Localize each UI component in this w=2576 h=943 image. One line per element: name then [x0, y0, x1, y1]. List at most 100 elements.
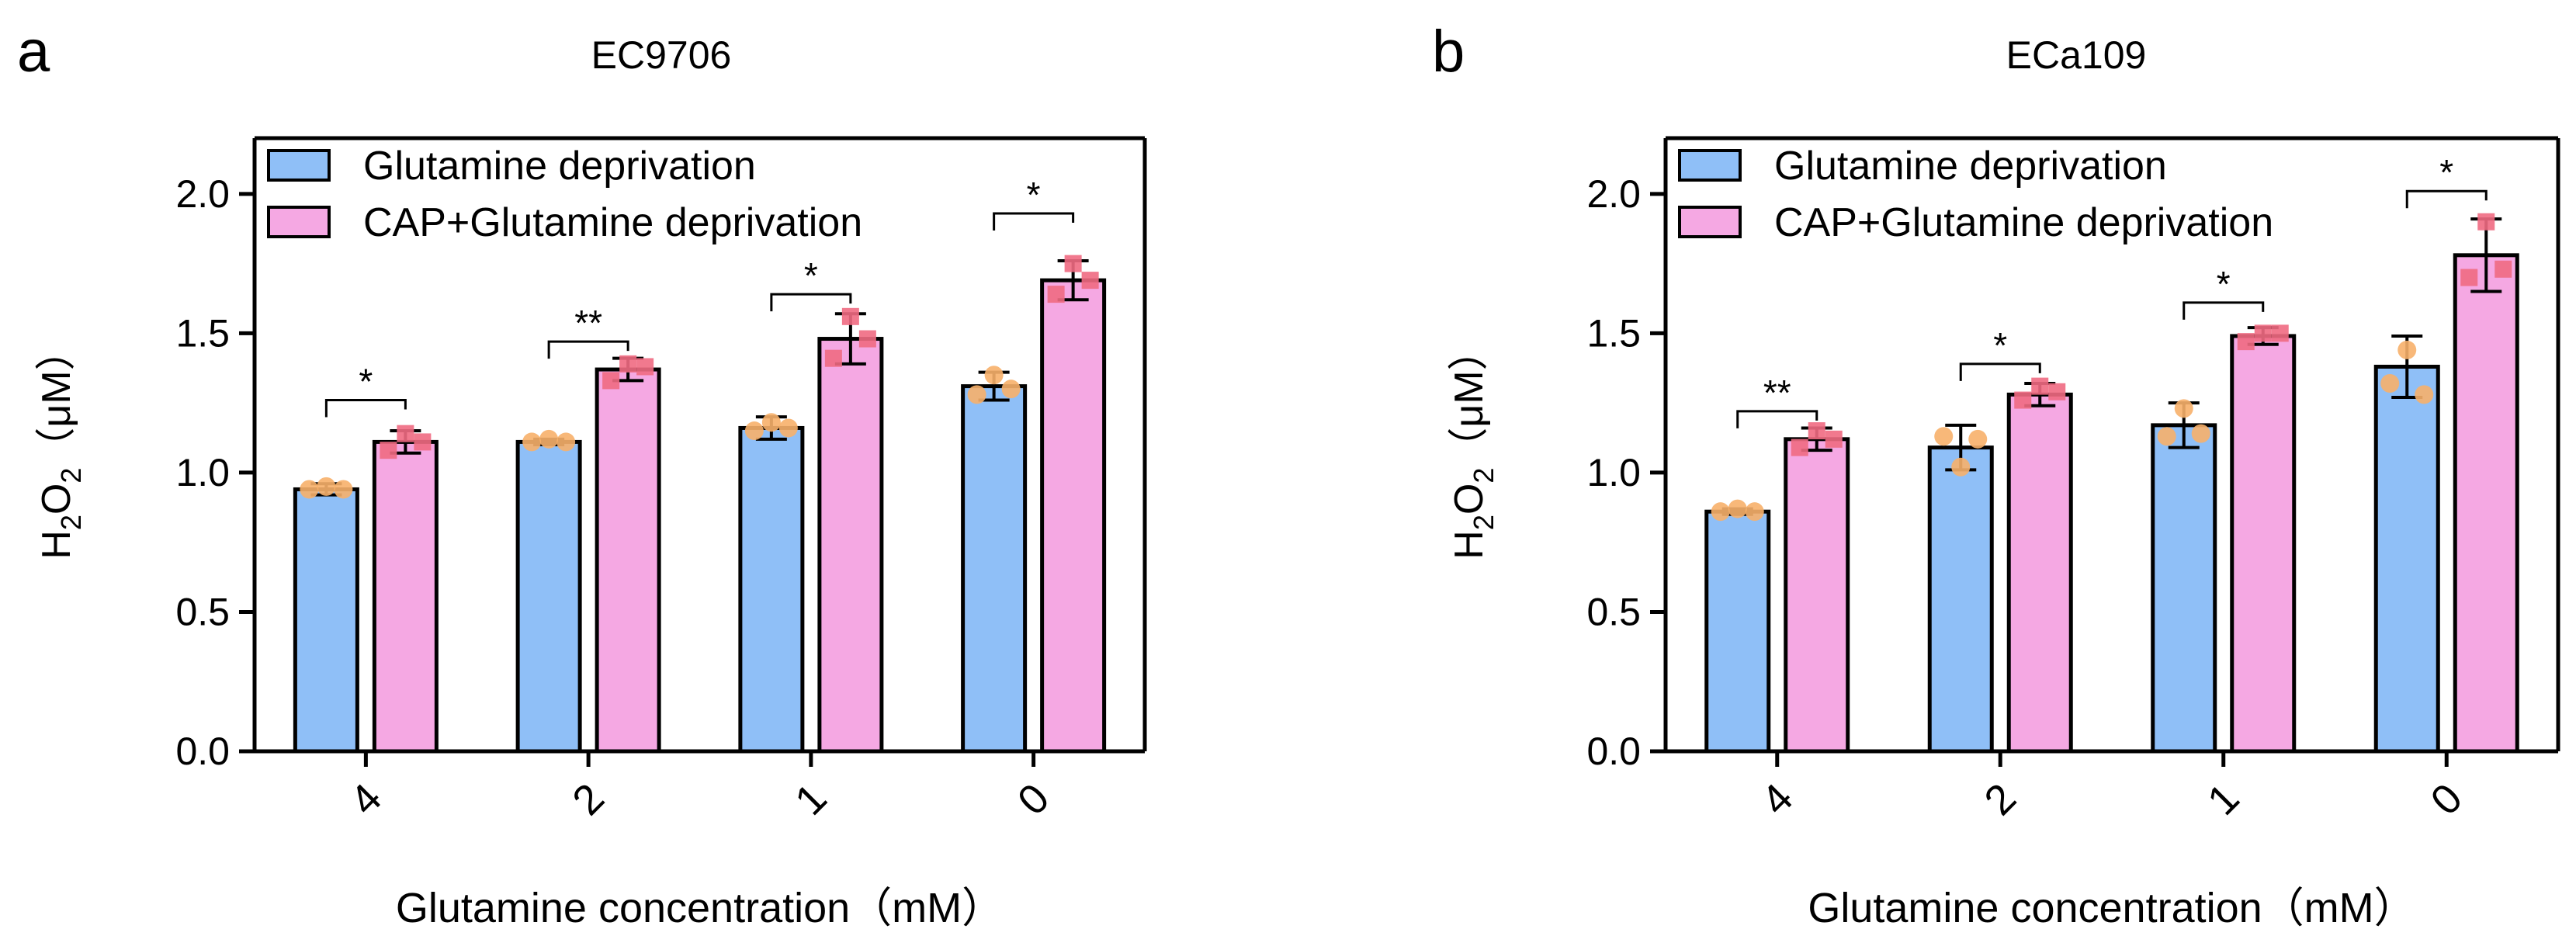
bar-deprivation-1: [2151, 423, 2217, 754]
data-point: [1047, 286, 1065, 303]
bar-cap-2: [2006, 392, 2073, 754]
data-point: [2174, 399, 2193, 418]
data-point: [539, 429, 559, 449]
x-tick-label: 1: [786, 775, 836, 824]
chart-title: ECa109: [2006, 33, 2147, 77]
x-tick-label: 0: [1009, 775, 1059, 824]
data-point: [602, 372, 620, 390]
bar-cap-1: [817, 337, 884, 754]
data-point: [984, 366, 1004, 385]
y-axis-label-part: H: [1447, 530, 1492, 560]
bar-cap-2: [595, 367, 661, 754]
panel-a-chart: a EC9706*****0.00.51.01.52.04 2 1 0Glutamine…: [17, 19, 1147, 931]
data-point: [380, 442, 397, 459]
data-point: [2237, 333, 2255, 351]
data-point: [2191, 424, 2210, 443]
data-point: [1728, 499, 1747, 518]
data-point: [841, 307, 859, 325]
legend-swatch: [1678, 206, 1742, 238]
bar-deprivation-4: [1704, 509, 1771, 754]
significance-bracket: [993, 212, 1075, 231]
data-point: [2460, 269, 2478, 286]
significance-label: *: [804, 255, 818, 296]
data-point: [1791, 439, 1808, 456]
y-axis-label-part: O: [1447, 484, 1492, 515]
y-axis-label-part: 2: [55, 515, 87, 530]
x-tick-label: 4: [1753, 775, 1802, 824]
significance-bracket: [1959, 362, 2041, 381]
data-point: [2254, 324, 2272, 342]
y-tick-label: 1.5: [175, 311, 230, 355]
y-axis-label: H2O2（μM）: [1447, 330, 1499, 559]
x-axis-label: Glutamine concentration（mM）: [396, 885, 1004, 931]
bar-cap-4: [372, 439, 439, 754]
x-tick-label: 2: [563, 775, 613, 824]
data-point: [1951, 457, 1971, 477]
data-point: [967, 385, 986, 404]
y-tick-label: 2.0: [175, 172, 230, 216]
significance-bracket: [547, 340, 629, 359]
data-point: [619, 355, 637, 373]
y-tick-label: 0.5: [1586, 590, 1641, 633]
data-point: [2048, 383, 2066, 400]
data-point: [334, 480, 353, 499]
data-point: [778, 418, 798, 438]
bar-deprivation-1: [738, 425, 805, 754]
data-point: [414, 433, 432, 451]
y-axis-label: H2O2（μM）: [34, 330, 87, 559]
data-point: [636, 358, 654, 376]
x-tick-label: 2: [1975, 775, 2025, 824]
y-axis-label-part: （μM）: [34, 330, 79, 467]
y-tick-label: 0.5: [175, 590, 230, 633]
bar-deprivation-4: [293, 487, 359, 754]
significance-bracket: [2405, 189, 2488, 209]
legend-label: Glutamine deprivation: [1774, 144, 2167, 189]
legend-swatch: [267, 149, 331, 182]
y-tick-label: 1.0: [1586, 451, 1641, 494]
significance-label: **: [1763, 373, 1791, 413]
bar-cap-0: [1040, 278, 1107, 754]
data-point: [2014, 391, 2032, 409]
data-point: [761, 413, 781, 432]
data-point: [2477, 213, 2495, 231]
y-axis-label-part: 2: [1468, 515, 1499, 530]
data-point: [1934, 427, 1954, 446]
data-point: [522, 432, 542, 452]
data-point: [1745, 502, 1764, 522]
data-point: [2031, 377, 2049, 395]
significance-label: **: [574, 303, 602, 343]
panel-label: a: [17, 19, 50, 85]
data-point: [2380, 374, 2400, 393]
significance-bracket: [2182, 301, 2265, 320]
y-tick-label: 1.5: [1586, 311, 1641, 355]
significance-label: *: [2217, 264, 2231, 304]
bar-cap-4: [1784, 437, 1850, 754]
panel-b-chart: b ECa109*****0.00.51.01.52.04 2 1 0Glutamine…: [1432, 19, 2560, 931]
significance-bracket: [324, 399, 407, 418]
data-point: [2271, 324, 2289, 342]
y-axis-label-part: （μM）: [1447, 330, 1492, 467]
significance-label: *: [359, 362, 373, 402]
legend-swatch: [1678, 149, 1742, 182]
data-point: [317, 477, 336, 496]
y-axis-label-part: O: [34, 484, 79, 515]
bar-cap-1: [2230, 334, 2297, 754]
data-point: [1711, 502, 1730, 522]
significance-bracket: [1736, 410, 1818, 428]
data-point: [1081, 272, 1099, 289]
y-tick-label: 2.0: [1586, 172, 1641, 216]
data-point: [1825, 430, 1843, 448]
y-axis-label-part: 2: [1468, 468, 1499, 484]
data-point: [1968, 429, 1988, 449]
data-point: [2157, 427, 2176, 446]
legend-swatch: [267, 206, 331, 238]
bar-cap-0: [2453, 253, 2519, 754]
data-point: [2415, 385, 2434, 404]
bar-deprivation-0: [961, 384, 1028, 754]
y-tick-label: 0.0: [1586, 730, 1641, 773]
y-axis-label-part: 2: [55, 468, 87, 484]
panel-label: b: [1432, 19, 1465, 85]
data-point: [858, 330, 876, 348]
significance-bracket: [770, 293, 852, 312]
